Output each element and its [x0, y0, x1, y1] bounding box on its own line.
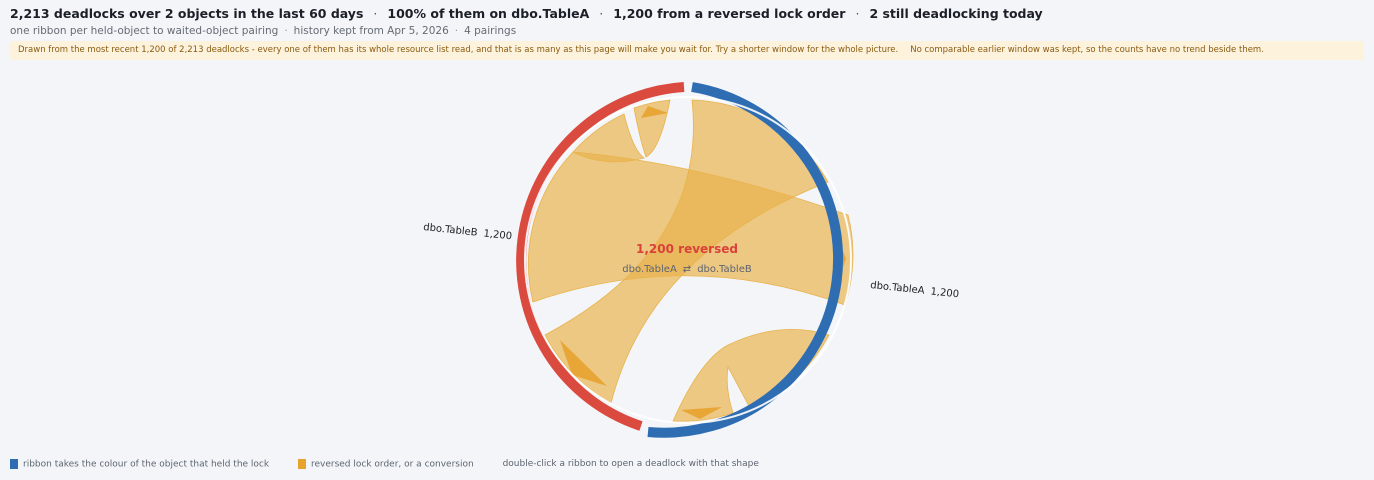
node-arcs: [516, 82, 852, 438]
subtitle-history: history kept from Apr 5, 2026: [293, 25, 449, 37]
subtitle-pairings: 4 pairings: [464, 25, 517, 37]
legend-label-held: ribbon takes the colour of the object th…: [23, 459, 270, 470]
headline-reversed: 1,200 from a reversed lock order: [613, 6, 846, 21]
label-tablea: dbo.TableA 1,200: [870, 280, 960, 300]
headline-separator: ·: [599, 6, 604, 21]
legend-item-reversed: reversed lock order, or a conversion: [297, 459, 474, 470]
legend-label-reversed: reversed lock order, or a conversion: [310, 459, 474, 470]
center-pair: dbo.TableA ⇄ dbo.TableB: [622, 264, 752, 275]
center-summary: 1,200 reversed dbo.TableA ⇄ dbo.TableB: [622, 242, 752, 275]
ribbons: [528, 99, 854, 422]
subtitle-separator: ·: [454, 25, 459, 37]
center-right-object: dbo.TableB: [697, 264, 752, 275]
inner-ring: [524, 96, 852, 424]
headline-share: 100% of them on dbo.TableA: [387, 6, 590, 21]
subtitle-separator: ·: [284, 25, 288, 37]
blue-square-icon: [10, 459, 18, 469]
label-tableb: dbo.TableB 1,200: [423, 222, 513, 242]
center-left-object: dbo.TableA: [622, 264, 677, 275]
page-subtitle: one ribbon per held-object to waited-obj…: [10, 25, 516, 37]
headline-separator: ·: [373, 6, 378, 21]
swap-arrows-icon: ⇄: [683, 264, 691, 275]
arrow-down-icon: [641, 106, 668, 118]
legend-item-held: ribbon takes the colour of the object th…: [10, 459, 269, 470]
headline-separator: ·: [855, 6, 860, 21]
arc-tableb[interactable]: [516, 82, 685, 431]
headline-today: 2 still deadlocking today: [869, 6, 1043, 21]
arrow-down-left-icon: [560, 340, 607, 386]
center-title: 1,200 reversed: [636, 242, 738, 256]
amber-square-icon: [297, 459, 306, 469]
notice-trend-text: No comparable earlier window was kept, s…: [910, 45, 1264, 55]
legend-item-hint: double-click a ribbon to open a deadlock…: [503, 459, 759, 469]
page-headline: 2,213 deadlocks over 2 objects in the la…: [10, 6, 1043, 21]
node-labels: dbo.TableA 1,200 dbo.TableB 1,200: [423, 222, 960, 300]
legend: ribbon takes the colour of the object th…: [10, 459, 785, 470]
headline-total: 2,213 deadlocks over 2 objects in the la…: [10, 6, 364, 21]
legend-label-hint: double-click a ribbon to open a deadlock…: [502, 459, 759, 470]
sampling-notice: Drawn from the most recent 1,200 of 2,21…: [10, 41, 1364, 60]
ribbon-self-tableb[interactable]: [572, 113, 645, 163]
subtitle-description: one ribbon per held-object to waited-obj…: [10, 25, 279, 37]
notice-sample-text: Drawn from the most recent 1,200 of 2,21…: [18, 45, 899, 55]
arrow-down-icon: [681, 407, 722, 419]
